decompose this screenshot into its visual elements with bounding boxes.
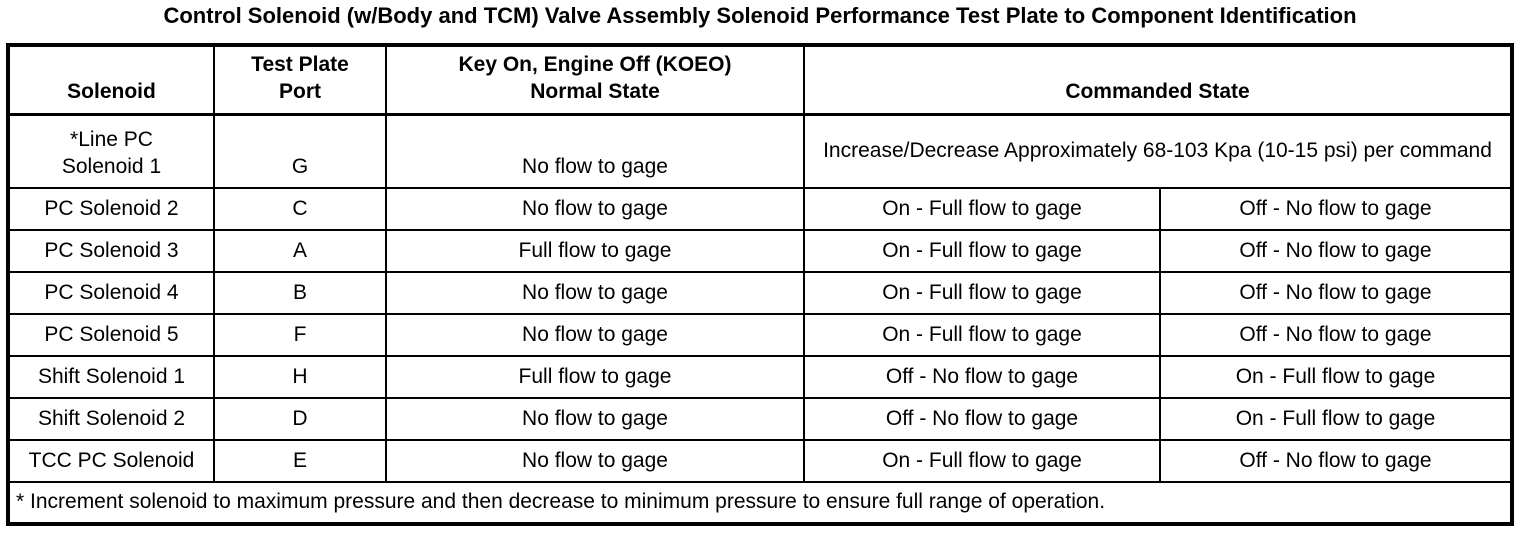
cell-port: G — [213, 113, 387, 189]
cell-port: E — [213, 439, 387, 483]
page-title: Control Solenoid (w/Body and TCM) Valve … — [163, 3, 1357, 28]
table-footnote: * Increment solenoid to maximum pressure… — [7, 481, 1513, 525]
cell-solenoid: Shift Solenoid 1 — [7, 355, 215, 399]
cell-koeo: No flow to gage — [385, 187, 805, 231]
table-body: *Line PC Solenoid 1 G No flow to gage In… — [7, 113, 1513, 525]
cell-commanded-right: Off - No flow to gage — [1159, 271, 1513, 315]
table-row: PC Solenoid 4 B No flow to gage On - Ful… — [7, 271, 1513, 315]
cell-solenoid: *Line PC Solenoid 1 — [7, 113, 215, 189]
cell-koeo: Full flow to gage — [385, 229, 805, 273]
cell-commanded-state: Increase/Decrease Approximately 68-103 K… — [803, 113, 1513, 189]
cell-commanded-right: Off - No flow to gage — [1159, 439, 1513, 483]
cell-commanded-right: Off - No flow to gage — [1159, 313, 1513, 357]
cell-solenoid: PC Solenoid 4 — [7, 271, 215, 315]
cell-koeo: No flow to gage — [385, 271, 805, 315]
col-header-solenoid: Solenoid — [7, 44, 215, 116]
table-row: Shift Solenoid 2 D No flow to gage Off -… — [7, 397, 1513, 441]
table-row: PC Solenoid 3 A Full flow to gage On - F… — [7, 229, 1513, 273]
cell-commanded-left: On - Full flow to gage — [803, 439, 1161, 483]
cell-port: C — [213, 187, 387, 231]
cell-port: B — [213, 271, 387, 315]
cell-commanded-right: On - Full flow to gage — [1159, 397, 1513, 441]
cell-commanded-right: Off - No flow to gage — [1159, 229, 1513, 273]
table-row: PC Solenoid 5 F No flow to gage On - Ful… — [7, 313, 1513, 357]
cell-solenoid: Shift Solenoid 2 — [7, 397, 215, 441]
cell-koeo: Full flow to gage — [385, 355, 805, 399]
table-row: PC Solenoid 2 C No flow to gage On - Ful… — [7, 187, 1513, 231]
cell-commanded-left: On - Full flow to gage — [803, 229, 1161, 273]
cell-commanded-left: On - Full flow to gage — [803, 187, 1161, 231]
table-row: *Line PC Solenoid 1 G No flow to gage In… — [7, 113, 1513, 189]
cell-koeo: No flow to gage — [385, 439, 805, 483]
cell-koeo: No flow to gage — [385, 113, 805, 189]
table-header: Solenoid Test Plate Port Key On, Engine … — [7, 44, 1513, 116]
table-row: TCC PC Solenoid E No flow to gage On - F… — [7, 439, 1513, 483]
cell-commanded-right: On - Full flow to gage — [1159, 355, 1513, 399]
cell-port: D — [213, 397, 387, 441]
cell-commanded-right: Off - No flow to gage — [1159, 187, 1513, 231]
cell-commanded-left: On - Full flow to gage — [803, 271, 1161, 315]
footnote-row: * Increment solenoid to maximum pressure… — [7, 481, 1513, 525]
solenoid-performance-table: Solenoid Test Plate Port Key On, Engine … — [6, 43, 1514, 526]
col-header-commanded-state: Commanded State — [803, 44, 1513, 116]
cell-commanded-left: Off - No flow to gage — [803, 397, 1161, 441]
cell-solenoid: PC Solenoid 2 — [7, 187, 215, 231]
col-header-koeo-normal-state: Key On, Engine Off (KOEO) Normal State — [385, 44, 805, 116]
cell-koeo: No flow to gage — [385, 397, 805, 441]
cell-solenoid: PC Solenoid 5 — [7, 313, 215, 357]
cell-port: A — [213, 229, 387, 273]
cell-solenoid: TCC PC Solenoid — [7, 439, 215, 483]
cell-port: H — [213, 355, 387, 399]
header-row: Solenoid Test Plate Port Key On, Engine … — [7, 44, 1513, 116]
cell-koeo: No flow to gage — [385, 313, 805, 357]
cell-port: F — [213, 313, 387, 357]
col-header-test-plate-port: Test Plate Port — [213, 44, 387, 116]
cell-commanded-left: Off - No flow to gage — [803, 355, 1161, 399]
cell-solenoid: PC Solenoid 3 — [7, 229, 215, 273]
cell-commanded-left: On - Full flow to gage — [803, 313, 1161, 357]
table-row: Shift Solenoid 1 H Full flow to gage Off… — [7, 355, 1513, 399]
